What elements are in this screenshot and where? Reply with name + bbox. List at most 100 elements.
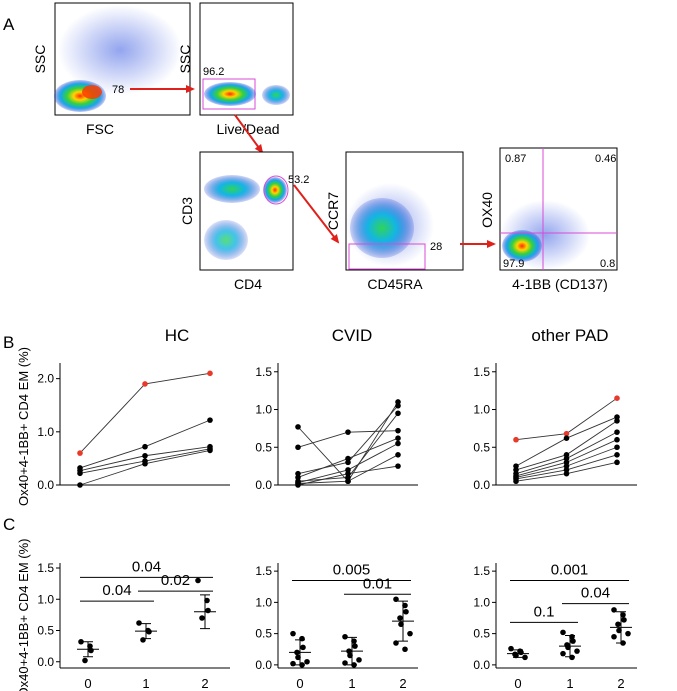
data-point [395,440,401,447]
x-tick-label: 2 [399,676,406,691]
axis-label-ox40: OX40 [479,192,495,228]
y-tick-label: 0.5 [255,440,272,454]
axis-label-livedead: Live/Dead [216,121,279,137]
y-tick-label: 0.0 [37,478,54,492]
data-point [345,478,351,485]
data-point [569,654,575,661]
gate-value-live: 78 [112,84,124,96]
y-tick-label: 1.0 [37,425,54,439]
p-value-label: 0.04 [581,585,610,602]
data-point [398,621,404,628]
y-tick-label: 0.0 [255,478,272,492]
data-point [290,630,296,637]
data-point [563,430,570,437]
data-point [560,650,566,657]
data-point [295,424,301,430]
x-tick-label: 1 [142,676,149,691]
data-point [77,482,83,488]
quadrant-upper-right: 0.46 [595,153,616,165]
data-point [351,638,357,644]
data-point [142,443,148,450]
p-value-label: 0.01 [363,575,392,592]
gating-plot-fsc-ssc: 78 FSC SSC [32,2,191,137]
data-point [522,654,528,661]
data-point [204,597,210,604]
data-point [146,628,152,635]
data-point [625,630,631,637]
data-point [395,410,401,417]
y-tick-label: 0.5 [473,627,490,641]
y-axis-label: Ox40+4-1BB+ CD4 EM (%) [16,539,31,691]
x-tick-label: 1 [566,676,573,691]
y-tick-label: 1.0 [473,403,490,417]
quadrant-lower-right: 0.8 [600,258,615,270]
gate-value-singlets: 96.2 [203,66,224,78]
gating-arrow-3 [293,184,340,244]
data-point [345,455,351,462]
y-tick-label: 1.0 [255,595,272,609]
data-point [395,463,401,469]
chart-b-other-pad: 0.0 0.5 1.0 1.5 other PAD [473,326,637,492]
data-point [611,633,617,640]
chart-b-cvid: 0.0 0.5 1.0 1.5 CVID [255,326,418,492]
axis-label-cd3: CD3 [179,197,195,225]
quadrant-upper-left: 0.87 [505,153,526,165]
data-point [207,370,213,377]
data-point [614,436,620,443]
data-point [614,452,620,458]
data-point [407,630,413,637]
data-point [304,658,310,665]
axis-label-cd45ra: CD45RA [367,276,423,292]
panel-label-c: C [3,515,15,534]
x-tick-label: 0 [514,676,521,691]
data-point [563,470,570,477]
axis-label-41bb: 4-1BB (CD137) [512,276,608,292]
p-value-label: 0.1 [534,603,555,620]
data-point [614,459,620,466]
data-point [393,596,399,603]
data-point [342,660,348,666]
data-point [620,612,626,618]
data-point [621,617,627,623]
data-point [207,417,213,423]
p-value-label: 0.04 [132,558,161,575]
axis-label-cd4: CD4 [234,276,262,292]
y-axis-label: Ox40+4-1BB+ CD4 EM (%) [16,347,31,506]
x-tick-label: 0 [296,676,303,691]
quadrant-lower-left: 97.9 [503,258,524,270]
y-tick-label: 1.0 [255,403,272,417]
y-tick-label: 1.5 [37,561,54,575]
data-point [614,395,620,401]
chart-title: other PAD [531,326,608,345]
data-point [136,620,142,626]
data-point [142,452,148,459]
y-tick-label: 1.5 [255,564,272,578]
x-tick-label: 0 [84,676,91,691]
data-point [395,452,401,458]
y-tick-label: 0.0 [255,658,272,672]
data-point [614,444,620,451]
data-point [142,381,148,387]
data-point [402,602,408,609]
chart-c-hc: 0.0 0.5 1.0 1.5 Ox40+4-1BB+ CD4 EM (%) 0 1 2 0.0… [16,539,230,691]
data-point [403,608,409,615]
data-point [87,643,93,649]
data-point [199,615,205,621]
gating-plot-cd4-cd3: 53.2 CD4 CD3 [179,151,309,292]
y-tick-label: 0.0 [37,655,54,669]
data-point [395,427,401,434]
data-point [356,657,362,663]
y-tick-label: 1.5 [473,365,490,379]
data-point [615,621,621,628]
gating-plot-cd45ra-ccr7: 28 CD45RA CCR7 [325,151,464,292]
data-point [393,640,399,646]
data-point [570,638,576,644]
data-point [295,444,301,451]
gating-plot-livedead-ssc: 96.2 Live/Dead SSC [177,2,294,137]
data-point [616,627,622,634]
data-point [78,638,84,645]
y-tick-label: 1.0 [37,592,54,606]
data-point [295,482,301,488]
panel-label-a: A [3,15,15,34]
